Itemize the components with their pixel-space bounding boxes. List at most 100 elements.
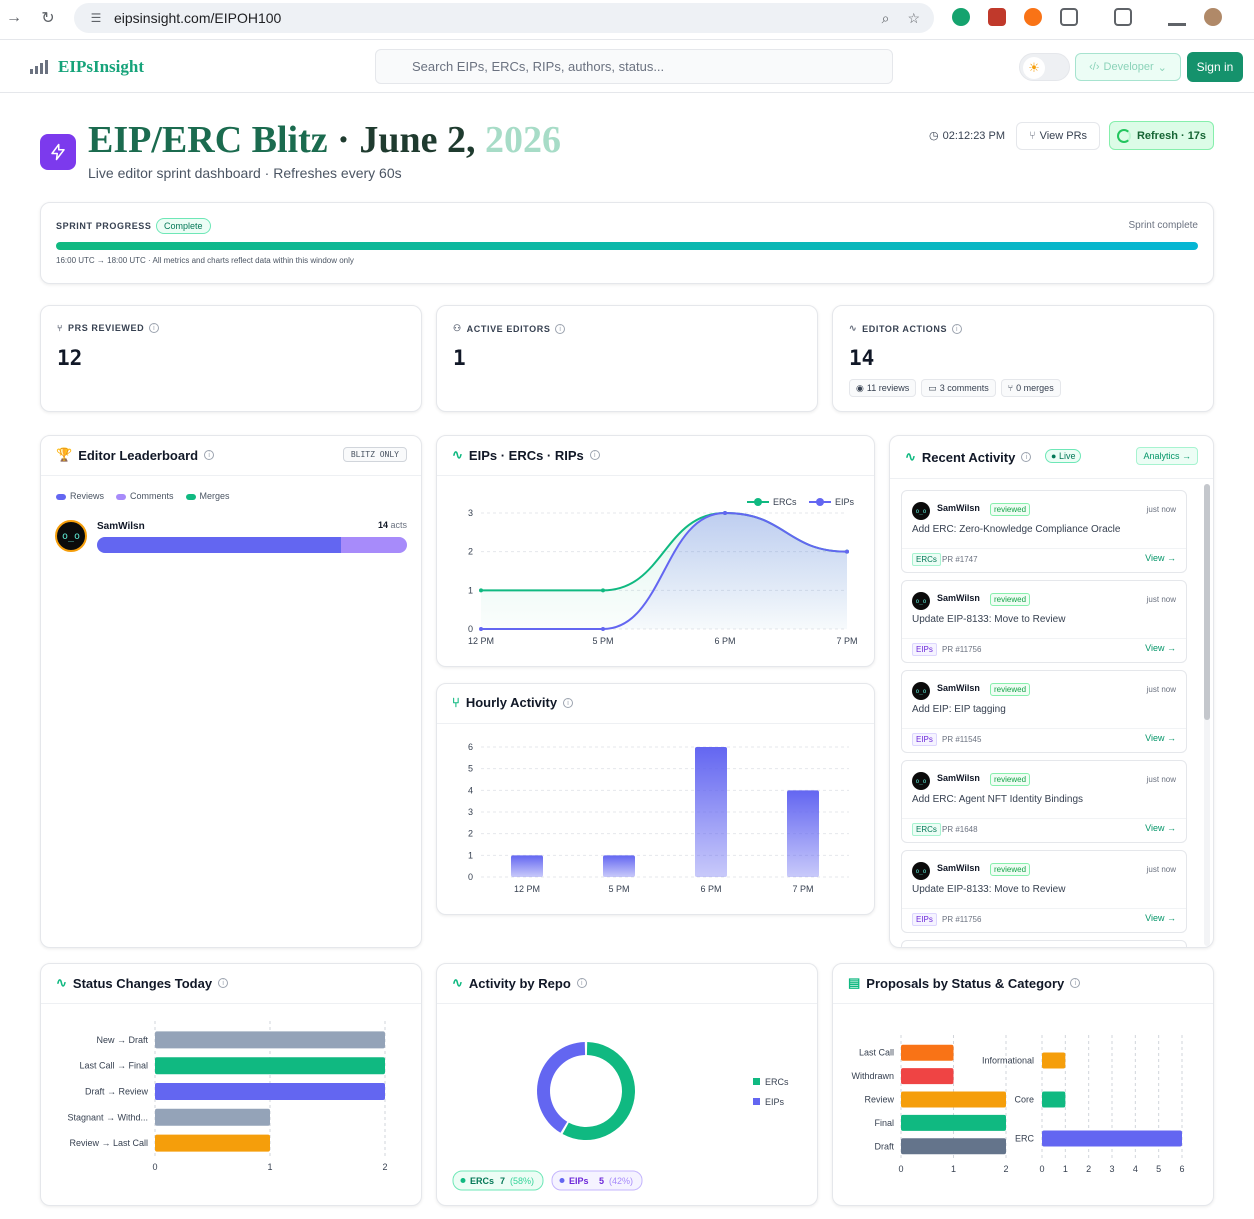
info-icon[interactable]: i bbox=[589, 450, 600, 460]
y-tick-label: 0 bbox=[468, 872, 473, 882]
chevron-down-icon: ⌄ bbox=[1157, 61, 1167, 74]
info-icon[interactable]: i bbox=[1070, 978, 1081, 988]
site-settings-icon[interactable]: ☰ bbox=[90, 11, 102, 25]
media-controls-icon[interactable] bbox=[1168, 8, 1186, 26]
info-icon[interactable]: i bbox=[563, 697, 574, 708]
activity-by-repo-card: ∿ Activity by Repo i ERCs EIPs ERCs 7 (58%) E… bbox=[436, 963, 818, 1206]
title-separator: · bbox=[327, 119, 360, 161]
activity-item[interactable]: o_o SamWilsn reviewed just now Add EIP: EIP … bbox=[901, 670, 1187, 753]
refresh-button[interactable]: Refresh · 17s bbox=[1109, 121, 1214, 150]
avatar[interactable]: o_o bbox=[912, 862, 930, 880]
sprint-window-note: 16:00 UTC → 18:00 UTC · All metrics and … bbox=[56, 256, 354, 265]
fox-extension-icon[interactable] bbox=[1024, 8, 1042, 26]
forward-icon[interactable]: → bbox=[6, 9, 22, 26]
recent-activity-title: Recent Activity bbox=[921, 449, 1016, 465]
activity-icon: ∿ bbox=[452, 447, 463, 462]
activity-author[interactable]: SamWilsn bbox=[937, 683, 980, 693]
activity-title[interactable]: Add ERC: Zero-Knowledge Compliance Oracl… bbox=[912, 524, 1121, 535]
x-tick-label: 12 PM bbox=[468, 636, 494, 646]
developer-dropdown[interactable]: ‹/› Developer ⌄ bbox=[1075, 53, 1181, 81]
sprint-status: Sprint complete bbox=[1128, 220, 1198, 231]
info-icon[interactable]: i bbox=[576, 978, 587, 988]
bar-Review bbox=[901, 1091, 1006, 1108]
data-point-EIPs bbox=[845, 549, 849, 554]
pr-number: PR #11545 bbox=[942, 735, 982, 744]
search-input[interactable]: Search EIPs, ERCs, RIPs, authors, status… bbox=[375, 49, 893, 84]
line-chart: 0 1 2 3 12 PM 5 PM 6 PM 7 PM ERCs EIPs bbox=[468, 497, 858, 646]
book-extension-icon[interactable] bbox=[988, 8, 1006, 26]
theme-toggle[interactable]: ☀ bbox=[1019, 53, 1070, 81]
activity-title[interactable]: Update EIP-8133: Move to Review bbox=[912, 614, 1066, 625]
reload-icon[interactable]: ↻ bbox=[41, 10, 55, 27]
x-tick-label: 7 PM bbox=[836, 636, 857, 646]
view-link[interactable]: View → bbox=[1145, 823, 1176, 833]
info-icon[interactable]: i bbox=[952, 323, 963, 334]
prs-reviewed-value: 12 bbox=[57, 346, 83, 370]
divider bbox=[902, 728, 1186, 729]
activity-action-badge: reviewed bbox=[990, 593, 1031, 606]
view-link[interactable]: View → bbox=[1145, 553, 1176, 563]
pill-label: EIPs bbox=[569, 1176, 589, 1186]
pull-request-icon: ⑂ bbox=[1028, 130, 1036, 142]
activity-action-badge: reviewed bbox=[990, 773, 1031, 786]
address-bar[interactable]: ☰ eipsinsight.com/EIPOH100 ⌕ ☆ bbox=[74, 3, 934, 33]
active-editors-header: ⚇ ACTIVE EDITORS i bbox=[453, 323, 566, 334]
activity-item[interactable]: o_o SamWilsn reviewed just now Update EIP-81… bbox=[901, 580, 1187, 663]
view-prs-button[interactable]: ⑂ View PRs bbox=[1016, 122, 1100, 150]
tab-search-icon[interactable] bbox=[1114, 8, 1132, 26]
legend-marker-EIPs bbox=[816, 498, 824, 506]
view-link[interactable]: View → bbox=[1145, 643, 1176, 653]
avatar[interactable]: o_o bbox=[912, 502, 930, 520]
activity-title[interactable]: Update EIP-8133: Move to Review bbox=[912, 884, 1066, 895]
avatar[interactable]: o_o bbox=[912, 772, 930, 790]
activity-author[interactable]: SamWilsn bbox=[937, 773, 980, 783]
activity-title[interactable]: Add EIP: EIP tagging bbox=[912, 704, 1006, 715]
zoom-icon[interactable]: ⌕ bbox=[881, 10, 890, 26]
info-icon[interactable]: i bbox=[1021, 452, 1032, 462]
site-logo[interactable]: EIPsInsight bbox=[30, 57, 144, 77]
activity-author[interactable]: SamWilsn bbox=[937, 503, 980, 513]
view-link[interactable]: View → bbox=[1145, 913, 1176, 923]
scrollbar-thumb[interactable] bbox=[1204, 484, 1210, 720]
sign-in-button[interactable]: Sign in bbox=[1187, 52, 1243, 82]
prs-reviewed-header: ⑂ PRS REVIEWED i bbox=[57, 323, 160, 333]
analytics-link[interactable]: Analytics → bbox=[1136, 447, 1198, 465]
divider bbox=[902, 548, 1186, 549]
status-changes-chart: 0 1 2 New → Draft Last Call → Final Draft → R… bbox=[67, 1021, 388, 1172]
extensions-puzzle-icon[interactable] bbox=[1060, 8, 1078, 26]
x-tick-label: 5 bbox=[1156, 1164, 1161, 1174]
editor-name[interactable]: SamWilsn bbox=[97, 521, 145, 532]
grammarly-extension-icon[interactable] bbox=[952, 8, 970, 26]
x-tick-label: 1 bbox=[951, 1164, 956, 1174]
merges-chip: ⑂ 0 merges bbox=[1000, 379, 1061, 397]
activity-author[interactable]: SamWilsn bbox=[937, 593, 980, 603]
profile-avatar[interactable] bbox=[1204, 8, 1222, 26]
info-icon[interactable]: i bbox=[218, 978, 229, 988]
info-icon[interactable]: i bbox=[149, 323, 160, 333]
activity-item[interactable] bbox=[901, 940, 1187, 947]
recent-activity-header: ∿ Recent Activity i bbox=[905, 449, 1032, 465]
activity-item[interactable]: o_o SamWilsn reviewed just now Add ERC: Agen… bbox=[901, 760, 1187, 843]
activity-item[interactable]: o_o SamWilsn reviewed just now Update EIP-81… bbox=[901, 850, 1187, 933]
activity-author[interactable]: SamWilsn bbox=[937, 863, 980, 873]
editor-actions-label: EDITOR ACTIONS bbox=[862, 323, 948, 334]
legend-label: EIPs bbox=[835, 497, 855, 507]
activity-title[interactable]: Add ERC: Agent NFT Identity Bindings bbox=[912, 794, 1084, 805]
view-link[interactable]: View → bbox=[1145, 733, 1176, 743]
avatar[interactable]: o_o bbox=[912, 592, 930, 610]
pr-number: PR #11756 bbox=[942, 915, 982, 924]
info-icon[interactable]: i bbox=[555, 323, 566, 334]
bookmark-star-icon[interactable]: ☆ bbox=[907, 10, 920, 26]
avatar[interactable]: o_o bbox=[55, 520, 87, 552]
category-label: Draft → Review bbox=[85, 1087, 149, 1097]
legend-reviews: Reviews bbox=[56, 491, 104, 501]
legend-label: ERCs bbox=[765, 1077, 789, 1087]
category-label: ERC bbox=[1015, 1134, 1035, 1144]
info-icon[interactable]: i bbox=[204, 450, 215, 460]
activity-scrollbar[interactable] bbox=[1204, 484, 1210, 946]
activity-item[interactable]: o_o SamWilsn reviewed just now Add ERC: Zero… bbox=[901, 490, 1187, 573]
merges-chip-label: 0 merges bbox=[1016, 383, 1054, 393]
avatar[interactable]: o_o bbox=[912, 682, 930, 700]
bar-Last Call bbox=[901, 1044, 954, 1061]
activity-icon: ∿ bbox=[849, 323, 858, 333]
